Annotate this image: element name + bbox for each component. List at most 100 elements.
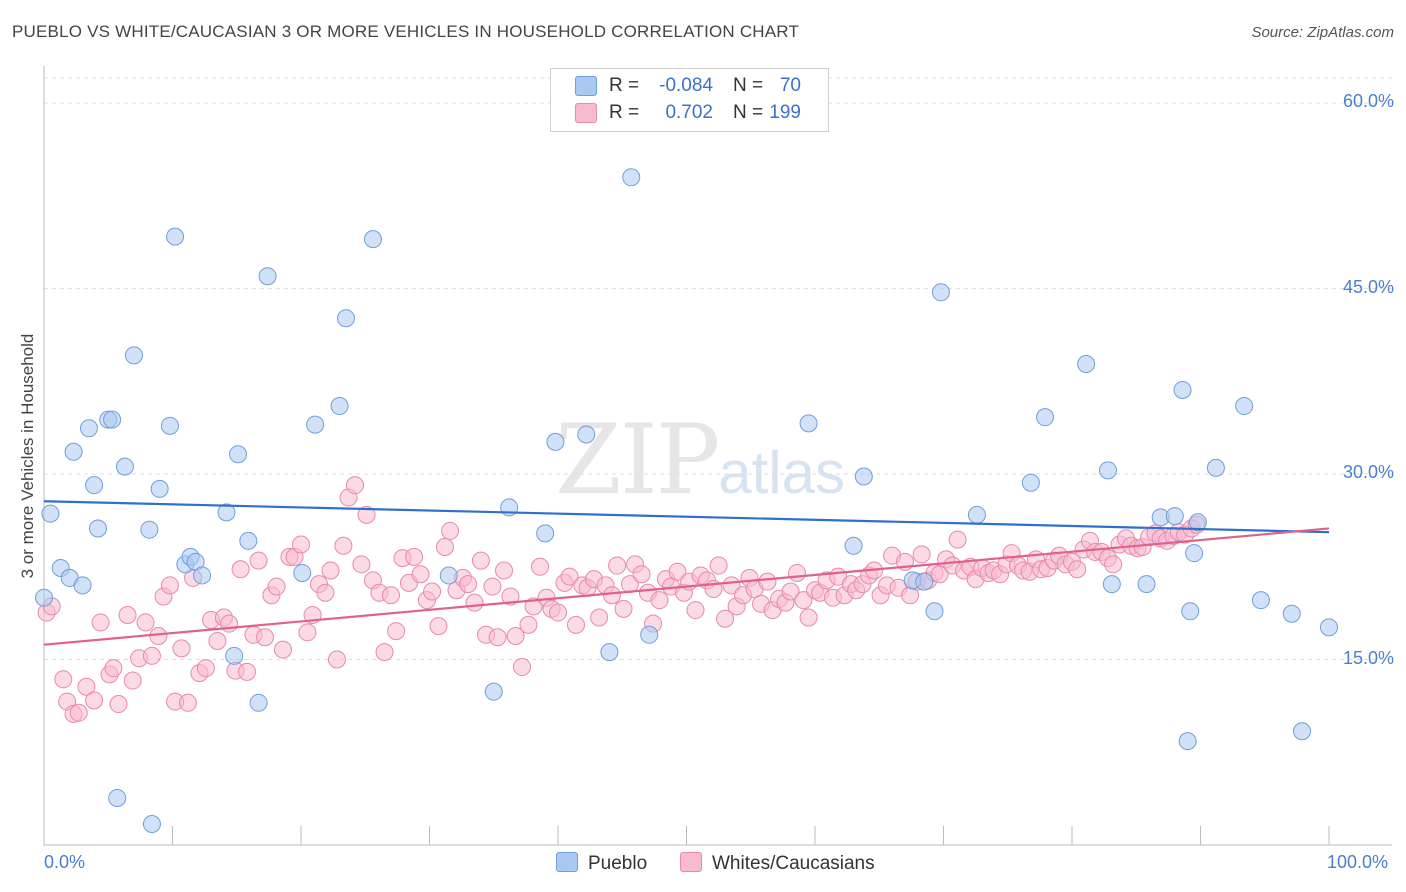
pueblo-point xyxy=(336,309,355,328)
pueblo-point xyxy=(1282,604,1301,623)
x-tick-label-max: 100.0% xyxy=(1327,852,1389,872)
pueblo-point xyxy=(239,531,258,550)
whites-point xyxy=(513,657,532,676)
whites-point xyxy=(256,628,275,647)
pueblo-point xyxy=(35,588,53,607)
pueblo-point xyxy=(108,789,127,808)
whites-point xyxy=(650,591,669,610)
pueblo-point xyxy=(73,576,92,595)
pueblo-point xyxy=(124,346,143,365)
pueblo-point xyxy=(1185,544,1204,563)
pueblo-point xyxy=(577,425,596,444)
whites-point xyxy=(136,613,155,632)
whites-point xyxy=(109,695,128,714)
whites-point xyxy=(292,535,310,554)
whites-point xyxy=(709,556,728,575)
pueblo-trend-line xyxy=(43,500,1330,534)
whites-point xyxy=(483,577,502,596)
whites-point xyxy=(231,560,250,579)
pueblo-points xyxy=(35,168,1338,833)
legend-n-value: 70 xyxy=(779,75,801,96)
pueblo-point xyxy=(79,419,98,438)
pueblo-point xyxy=(1173,380,1192,399)
chart-title: PUEBLO VS WHITE/CAUCASIAN 3 OR MORE VEHI… xyxy=(12,22,800,41)
pueblo-point xyxy=(1320,618,1338,637)
whites-point xyxy=(196,659,215,678)
whites-point xyxy=(321,561,340,580)
pueblo-point xyxy=(140,520,159,539)
whites-point xyxy=(298,623,317,642)
pueblo-point xyxy=(640,625,659,644)
legend-r-label: R = xyxy=(609,102,640,123)
pueblo-point xyxy=(1188,513,1207,532)
bottom-legend-whites: Whites/Caucasians xyxy=(680,852,875,875)
y-tick-label: 30.0% xyxy=(1342,462,1394,483)
pueblo-point xyxy=(931,283,950,302)
whites-point xyxy=(334,536,353,555)
legend-r-label: R = xyxy=(609,75,640,96)
whites-point xyxy=(459,575,478,594)
pueblo-point xyxy=(166,227,185,246)
whites-point xyxy=(85,691,104,710)
whites-point xyxy=(465,593,484,612)
whites-point xyxy=(566,615,585,634)
whites-point xyxy=(238,662,257,681)
whites-point xyxy=(1104,555,1123,574)
whites-point xyxy=(77,677,96,696)
whites-point xyxy=(488,628,507,647)
whites-point xyxy=(608,556,627,575)
whites-point xyxy=(249,551,268,570)
whites-point xyxy=(948,530,967,549)
pueblo-point xyxy=(1181,602,1200,621)
whites-point xyxy=(560,567,579,586)
whites-point xyxy=(274,640,293,659)
legend-row-whites: R = 0.702 N = 199 xyxy=(551,100,828,126)
pueblo-swatch xyxy=(575,76,597,96)
whites-point xyxy=(930,565,949,584)
pueblo-legend-label: Pueblo xyxy=(588,853,648,874)
legend-r-value: 0.702 xyxy=(665,102,713,123)
whites-point xyxy=(686,601,705,620)
whites-point xyxy=(220,614,239,633)
pueblo-point xyxy=(1235,397,1254,416)
whites-point xyxy=(429,617,448,636)
whites-point xyxy=(345,476,364,495)
whites-point xyxy=(632,565,651,584)
whites-point xyxy=(357,505,376,524)
watermark-zip: ZIP xyxy=(555,404,720,516)
whites-trend-line xyxy=(43,527,1330,646)
legend-n-label: N = xyxy=(733,102,764,123)
pueblo-point xyxy=(622,168,641,187)
whites-point xyxy=(142,646,161,665)
whites-point xyxy=(441,521,460,540)
whites-point xyxy=(531,557,550,576)
pueblo-swatch xyxy=(556,852,578,872)
pueblo-point xyxy=(293,563,312,582)
whites-point xyxy=(54,670,73,689)
y-tick-label: 45.0% xyxy=(1342,276,1394,297)
pueblo-point xyxy=(64,442,83,461)
pueblo-point xyxy=(536,524,555,543)
pueblo-point xyxy=(85,476,104,495)
pueblo-point xyxy=(115,457,134,476)
legend-n-value: 199 xyxy=(769,102,801,123)
whites-point xyxy=(1068,560,1087,579)
whites-point xyxy=(758,572,777,591)
pueblo-point xyxy=(1293,722,1312,741)
pueblo-point xyxy=(160,416,179,435)
whites-point xyxy=(501,587,520,606)
pueblo-point xyxy=(258,267,277,286)
pueblo-point xyxy=(88,519,107,538)
whites-point xyxy=(178,693,197,712)
whites-point xyxy=(716,609,735,628)
whites-point xyxy=(405,547,424,566)
legend-row-pueblo: R = -0.084 N = 70 xyxy=(551,73,828,99)
pueblo-point xyxy=(1165,507,1184,526)
pueblo-point xyxy=(306,415,325,434)
pueblo-point xyxy=(844,536,863,555)
whites-point xyxy=(387,622,406,641)
whites-swatch xyxy=(575,103,597,123)
whites-point xyxy=(118,606,137,625)
pueblo-point xyxy=(249,693,268,712)
